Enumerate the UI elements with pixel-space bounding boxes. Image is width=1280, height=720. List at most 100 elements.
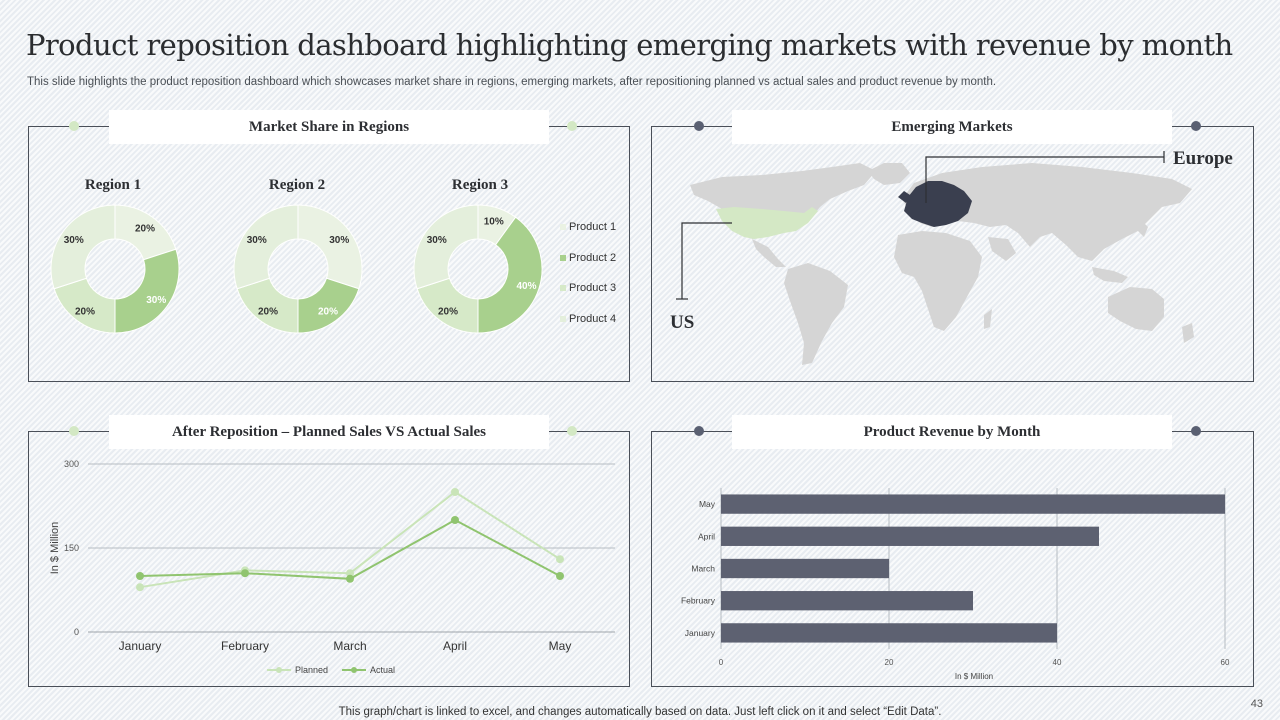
world-map-land	[690, 163, 1194, 365]
market-share-panel: Market Share in Regions Region 1 Region …	[28, 110, 630, 382]
bar	[721, 558, 889, 579]
donut-data-label: 30%	[329, 235, 349, 246]
donut-slice	[50, 204, 116, 290]
x-tick-label: 40	[1053, 658, 1062, 667]
emerging-markets-panel: Emerging Markets Europe US	[651, 110, 1254, 382]
donut-data-label: 20%	[135, 224, 155, 235]
donut-slice	[477, 216, 543, 334]
x-tick-label: 60	[1221, 658, 1230, 667]
panel-decor-dot	[69, 426, 79, 436]
planned-actual-panel: After Reposition – Planned Sales VS Actu…	[28, 415, 630, 687]
bar	[721, 591, 973, 611]
region-2-title: Region 2	[268, 177, 326, 193]
legend-label: Product 4	[569, 313, 617, 325]
legend-label: Product 2	[569, 252, 617, 264]
x-axis-label: In $ Million	[955, 672, 993, 681]
revenue-bar-chart: 0 20 40 60 In $ Million January February March A…	[681, 488, 1230, 681]
legend-marker	[276, 667, 282, 673]
data-point-planned	[136, 583, 144, 592]
x-tick-label: January	[119, 639, 162, 653]
donut-data-label: 20%	[318, 306, 338, 317]
bar	[721, 623, 1057, 643]
us-region	[716, 207, 818, 239]
region-3-title: Region 3	[451, 177, 509, 193]
legend-item: Product 4	[560, 313, 616, 325]
data-point-planned	[556, 555, 564, 564]
x-tick-label: April	[443, 639, 467, 653]
data-point-planned	[451, 488, 459, 496]
y-tick-label: 300	[64, 459, 79, 469]
donut-data-label: 20%	[438, 306, 458, 317]
data-point-actual	[346, 574, 354, 583]
donut-data-label: 30%	[64, 235, 84, 246]
europe-region	[898, 181, 972, 227]
donut-data-label: 10%	[484, 216, 504, 227]
bar	[721, 526, 1099, 546]
region-1-title: Region 1	[84, 177, 142, 193]
y-tick-label: April	[698, 531, 715, 541]
us-label: US	[670, 312, 695, 333]
planned-actual-title: After Reposition – Planned Sales VS Actu…	[109, 415, 549, 449]
page-subtitle: This slide highlights the product reposi…	[27, 76, 997, 88]
donut-data-label: 40%	[516, 281, 536, 292]
y-tick-label: March	[691, 564, 715, 574]
legend-label: Product 3	[569, 282, 617, 294]
donut-charts: 20% 30% 20% 30% 30% 20% 20% 30% 10% 40% 20% 30%	[50, 204, 543, 334]
y-tick-label: 0	[74, 627, 79, 637]
donut-slice	[413, 204, 479, 290]
donut-data-label: 30%	[427, 235, 447, 246]
x-tick-label: 20	[885, 658, 894, 667]
legend-item: Product 2	[560, 252, 616, 264]
planned-actual-line-chart: 0 150 300 In $ Million January February March A…	[49, 459, 615, 675]
donut-data-label: 30%	[146, 295, 166, 306]
donut-data-label: 20%	[75, 306, 95, 317]
data-point-actual	[136, 572, 144, 580]
bar	[721, 494, 1225, 514]
panel-decor-dot	[69, 121, 79, 131]
legend-swatch	[560, 316, 566, 322]
donut-data-label: 30%	[247, 235, 267, 246]
world-map	[676, 151, 1194, 365]
legend-item: Product 3	[560, 282, 616, 294]
panel-decor-dot	[694, 121, 704, 131]
legend-label: Planned	[295, 665, 328, 675]
page-title: Product reposition dashboard highlightin…	[26, 28, 1233, 62]
revenue-panel: Product Revenue by Month 0 20 40 60 In $ Mil…	[651, 415, 1254, 687]
panel-decor-dot	[1191, 426, 1201, 436]
europe-label: Europe	[1173, 148, 1233, 169]
footer-note: This graph/chart is linked to excel, and…	[338, 706, 942, 718]
x-tick-label: May	[549, 639, 572, 653]
x-tick-label: 0	[719, 658, 724, 667]
emerging-markets-title: Emerging Markets	[732, 110, 1172, 144]
panel-decor-dot	[694, 426, 704, 436]
data-point-actual	[451, 516, 459, 524]
donut-slice	[233, 204, 299, 290]
y-tick-label: May	[699, 499, 716, 509]
data-point-actual	[556, 572, 564, 580]
donut-slice	[297, 204, 363, 290]
donut-slice	[114, 248, 180, 334]
page-number: 43	[1250, 698, 1263, 710]
data-point-planned	[346, 569, 354, 578]
donut-data-label: 20%	[258, 306, 278, 317]
y-tick-label: 150	[64, 543, 79, 553]
panel-decor-dot	[567, 426, 577, 436]
panel-decor-dot	[567, 121, 577, 131]
legend-swatch	[560, 255, 566, 261]
market-share-title: Market Share in Regions	[109, 110, 549, 144]
legend-marker	[351, 667, 357, 673]
us-leader-line	[676, 222, 732, 300]
data-point-actual	[241, 569, 249, 578]
legend-label: Actual	[370, 665, 395, 675]
legend-item: Product 1	[560, 221, 616, 233]
y-tick-label: January	[685, 628, 716, 638]
x-tick-label: February	[221, 639, 269, 653]
x-tick-label: March	[333, 639, 366, 653]
europe-leader-line	[925, 151, 1165, 203]
revenue-title: Product Revenue by Month	[732, 415, 1172, 449]
legend-label: Product 1	[569, 221, 617, 233]
y-tick-label: February	[681, 596, 716, 606]
legend-swatch	[560, 285, 566, 291]
legend-swatch	[560, 224, 566, 230]
panel-decor-dot	[1191, 121, 1201, 131]
